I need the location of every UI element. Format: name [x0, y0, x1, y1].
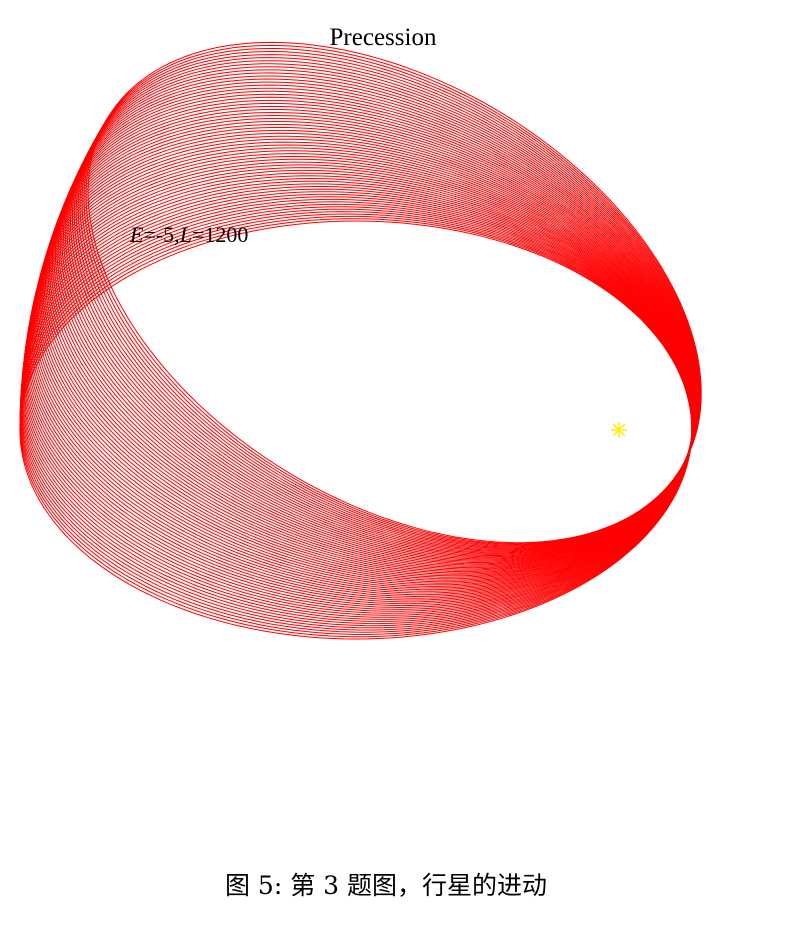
orbit-trace [64, 78, 699, 555]
figure-caption: 图 5: 第 3 题图，行星的进动 [224, 871, 548, 900]
energy-value: =-5, [143, 222, 180, 247]
parameter-annotation: E=-5,L=1200 [130, 222, 248, 248]
star-marker-stroke [612, 423, 626, 437]
orbit-trace [87, 41, 702, 544]
orbit-trace [54, 96, 698, 562]
star-marker [611, 422, 627, 438]
angular-momentum-symbol: L [179, 222, 192, 247]
orbit-trace [77, 57, 701, 548]
orbit-traces [19, 41, 702, 640]
angular-momentum-value: =1200 [191, 222, 249, 247]
orbit-trace [66, 75, 699, 554]
chart-title: Precession [329, 24, 437, 51]
orbit-trace [56, 93, 698, 561]
energy-symbol: E [130, 222, 144, 247]
